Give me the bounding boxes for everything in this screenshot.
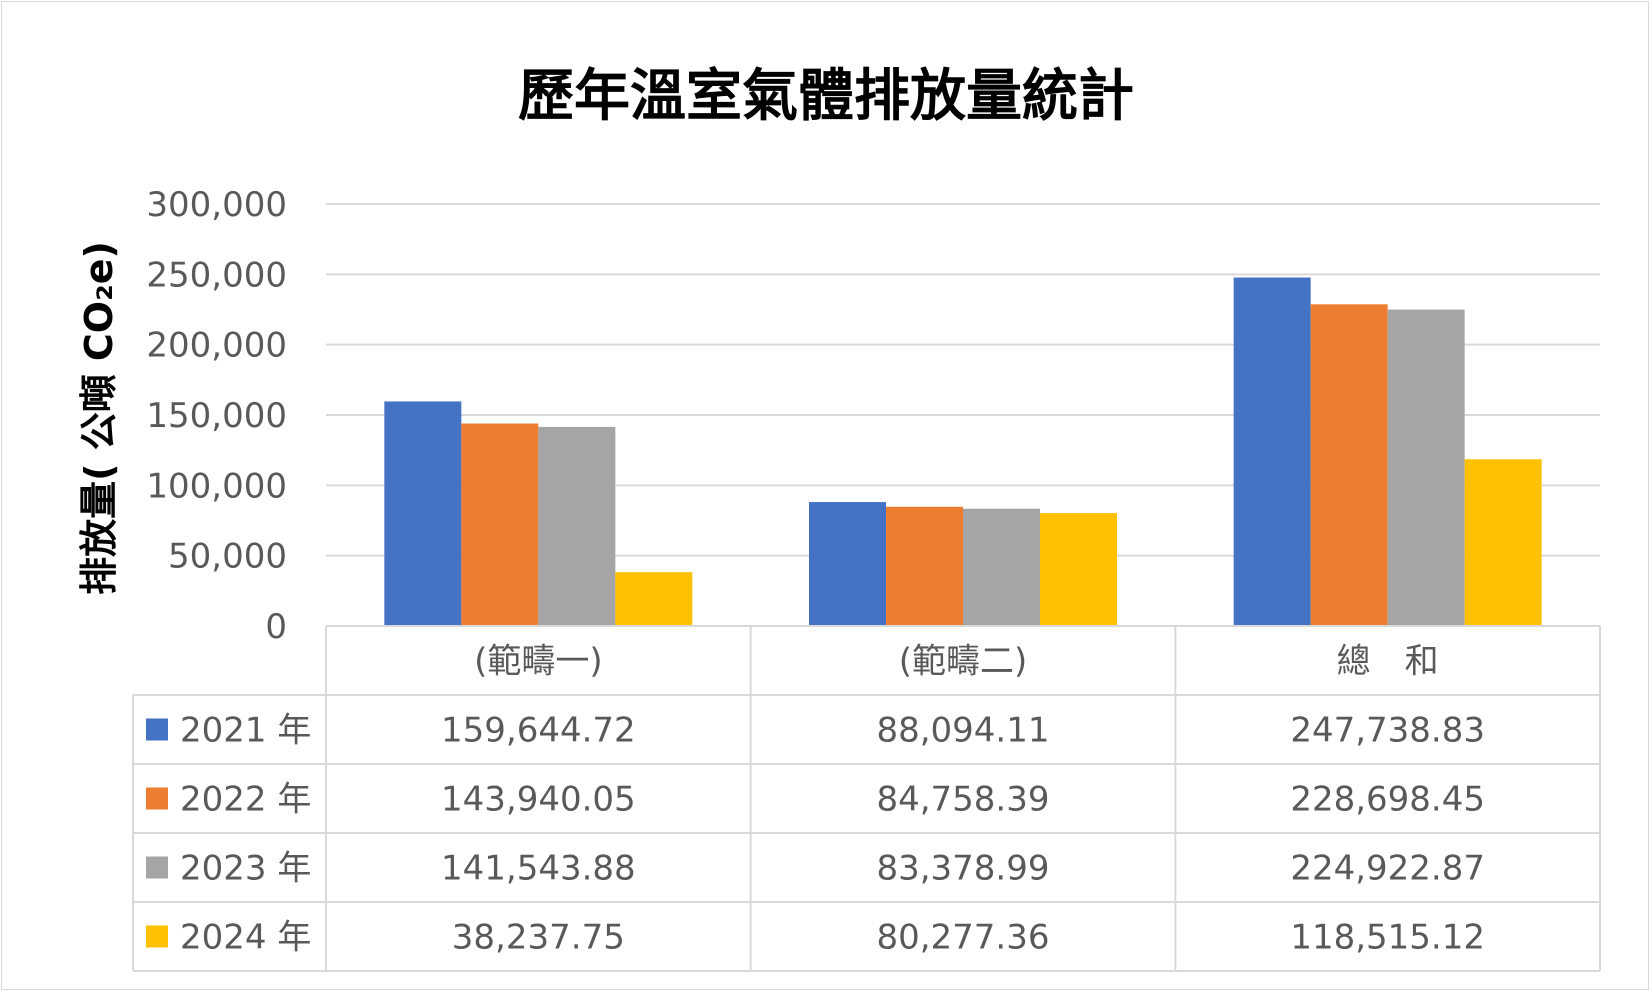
legend-label: 2023 年 (180, 849, 311, 889)
y-tick-label: 0 (265, 607, 287, 647)
bar (384, 401, 462, 626)
y-tick-label: 100,000 (146, 466, 287, 506)
y-axis-ticks: 0 50,000 100,000 150,000 200,000 250,000 300,0… (146, 185, 287, 647)
y-tick-label: 300,000 (146, 185, 287, 225)
y-tick-label: 200,000 (146, 326, 287, 366)
legend-swatch (146, 925, 168, 948)
data-label: 247,738.83 (1290, 711, 1485, 751)
bars (384, 277, 1542, 626)
data-label: 88,094.11 (876, 711, 1049, 751)
bar (809, 502, 886, 626)
bar (886, 506, 963, 626)
data-label: 80,277.36 (876, 918, 1049, 958)
bar (615, 572, 693, 626)
data-label: 38,237.75 (452, 918, 625, 958)
data-label: 118,515.12 (1290, 918, 1485, 958)
bar (1387, 309, 1465, 626)
bar (1464, 459, 1542, 626)
bar (1310, 304, 1388, 626)
legend-swatch (146, 856, 168, 879)
data-label: 224,922.87 (1290, 849, 1485, 889)
chart-title: 歷年溫室氣體排放量統計 (518, 64, 1134, 129)
y-tick-label: 150,000 (146, 396, 287, 436)
y-axis-label: 排放量( 公噸 CO₂e) (77, 241, 121, 595)
data-label: 159,644.72 (441, 711, 636, 751)
bar (963, 508, 1040, 626)
legend-swatch (146, 718, 168, 741)
y-tick-label: 50,000 (168, 537, 287, 577)
legend-label: 2024 年 (180, 918, 311, 958)
data-label: 141,543.88 (441, 849, 636, 889)
x-category-label: 總 和 (1337, 642, 1439, 682)
y-tick-label: 250,000 (146, 255, 287, 295)
legend-swatch (146, 787, 168, 810)
legend-label: 2021 年 (180, 711, 311, 751)
data-table: (範疇一) (範疇二) 總 和 2021 年 159,644.72 88,094.11 24… (132, 625, 1601, 972)
data-label: 83,378.99 (876, 849, 1049, 889)
data-label: 143,940.05 (441, 780, 636, 820)
bar (1040, 513, 1117, 626)
x-category-label: (範疇一) (474, 642, 603, 682)
bar (1233, 277, 1311, 626)
bar (461, 423, 539, 626)
data-label: 228,698.45 (1290, 780, 1485, 820)
data-label: 84,758.39 (876, 780, 1049, 820)
legend-label: 2022 年 (180, 780, 311, 820)
bar (538, 426, 616, 626)
x-category-label: (範疇二) (899, 642, 1028, 682)
